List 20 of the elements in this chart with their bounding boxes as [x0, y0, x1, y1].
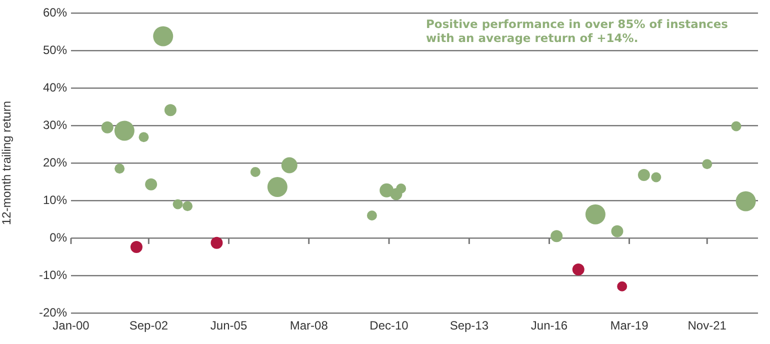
y-tick-label: 20% — [42, 155, 68, 170]
x-tick-label: Nov-21 — [688, 318, 727, 333]
x-tick-label: Jan-00 — [52, 318, 90, 333]
x-tick-label: Dec-10 — [370, 318, 409, 333]
annotation: Positive performance in over 85% of instances with an average return of +14%. — [426, 17, 730, 45]
y-tick-label: -10% — [38, 268, 68, 282]
x-tick-label: Jun-16 — [530, 318, 568, 333]
x-tick-label: Jun-05 — [210, 318, 248, 333]
x-tick-label: Sep-13 — [450, 318, 489, 333]
y-tick-label: 30% — [42, 118, 68, 132]
y-axis-title: 12-month trailing return — [0, 100, 14, 226]
y-tick-label: 50% — [42, 42, 68, 57]
y-tick-label: 10% — [42, 192, 68, 207]
y-tick-label: 0% — [50, 230, 68, 244]
y-tick-label: 60% — [42, 5, 68, 20]
x-tick-label: Mar-19 — [610, 318, 649, 333]
x-tick-label: Sep-02 — [129, 318, 168, 333]
y-tick-label: 40% — [42, 80, 68, 94]
y-tick-label: -20% — [38, 305, 68, 320]
x-tick-label: Mar-08 — [290, 318, 328, 333]
